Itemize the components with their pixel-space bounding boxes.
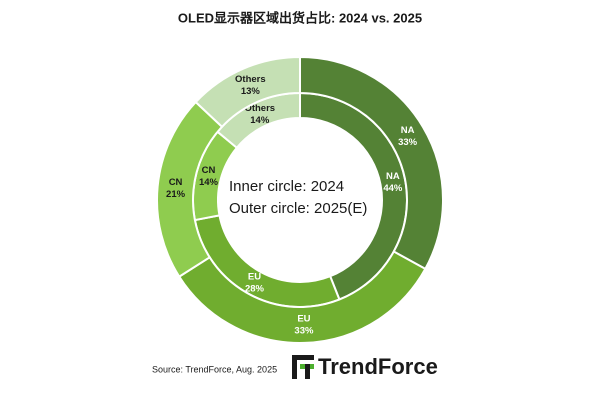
segment-category: EU — [297, 313, 310, 324]
segment-category: CN — [202, 165, 216, 176]
segment-value-label: 44% — [383, 183, 403, 194]
donut-segment — [299, 55, 444, 271]
center-text: Inner circle: 2024 — [229, 178, 344, 195]
segment-category: NA — [401, 125, 415, 136]
segment-category: Others — [235, 74, 266, 85]
segment-value-label: 13% — [241, 86, 261, 97]
center-text: Outer circle: 2025(E) — [229, 200, 367, 217]
segment-value-label: 14% — [199, 177, 219, 188]
segment-value-label: 33% — [294, 325, 314, 336]
logo: TrendForce — [318, 354, 438, 379]
segment-category: EU — [248, 271, 261, 282]
segment-value-label: 33% — [398, 137, 418, 148]
donut-segment — [194, 55, 301, 129]
segment-value-label: 21% — [166, 189, 186, 200]
chart-title: OLED显示器区域出货占比: 2024 vs. 2025 — [178, 10, 422, 25]
segment-category: Others — [244, 103, 275, 114]
source: Source: TrendForce, Aug. 2025 — [152, 364, 277, 374]
segment-value-label: 28% — [245, 283, 265, 294]
segment-category: NA — [386, 171, 400, 182]
rings: NA44%EU28%CN14%Others14%NA33%EU33%CN21%O… — [156, 55, 444, 344]
segment-category: CN — [169, 177, 183, 188]
segment-value-label: 14% — [250, 115, 270, 126]
logo-icon — [292, 355, 314, 379]
